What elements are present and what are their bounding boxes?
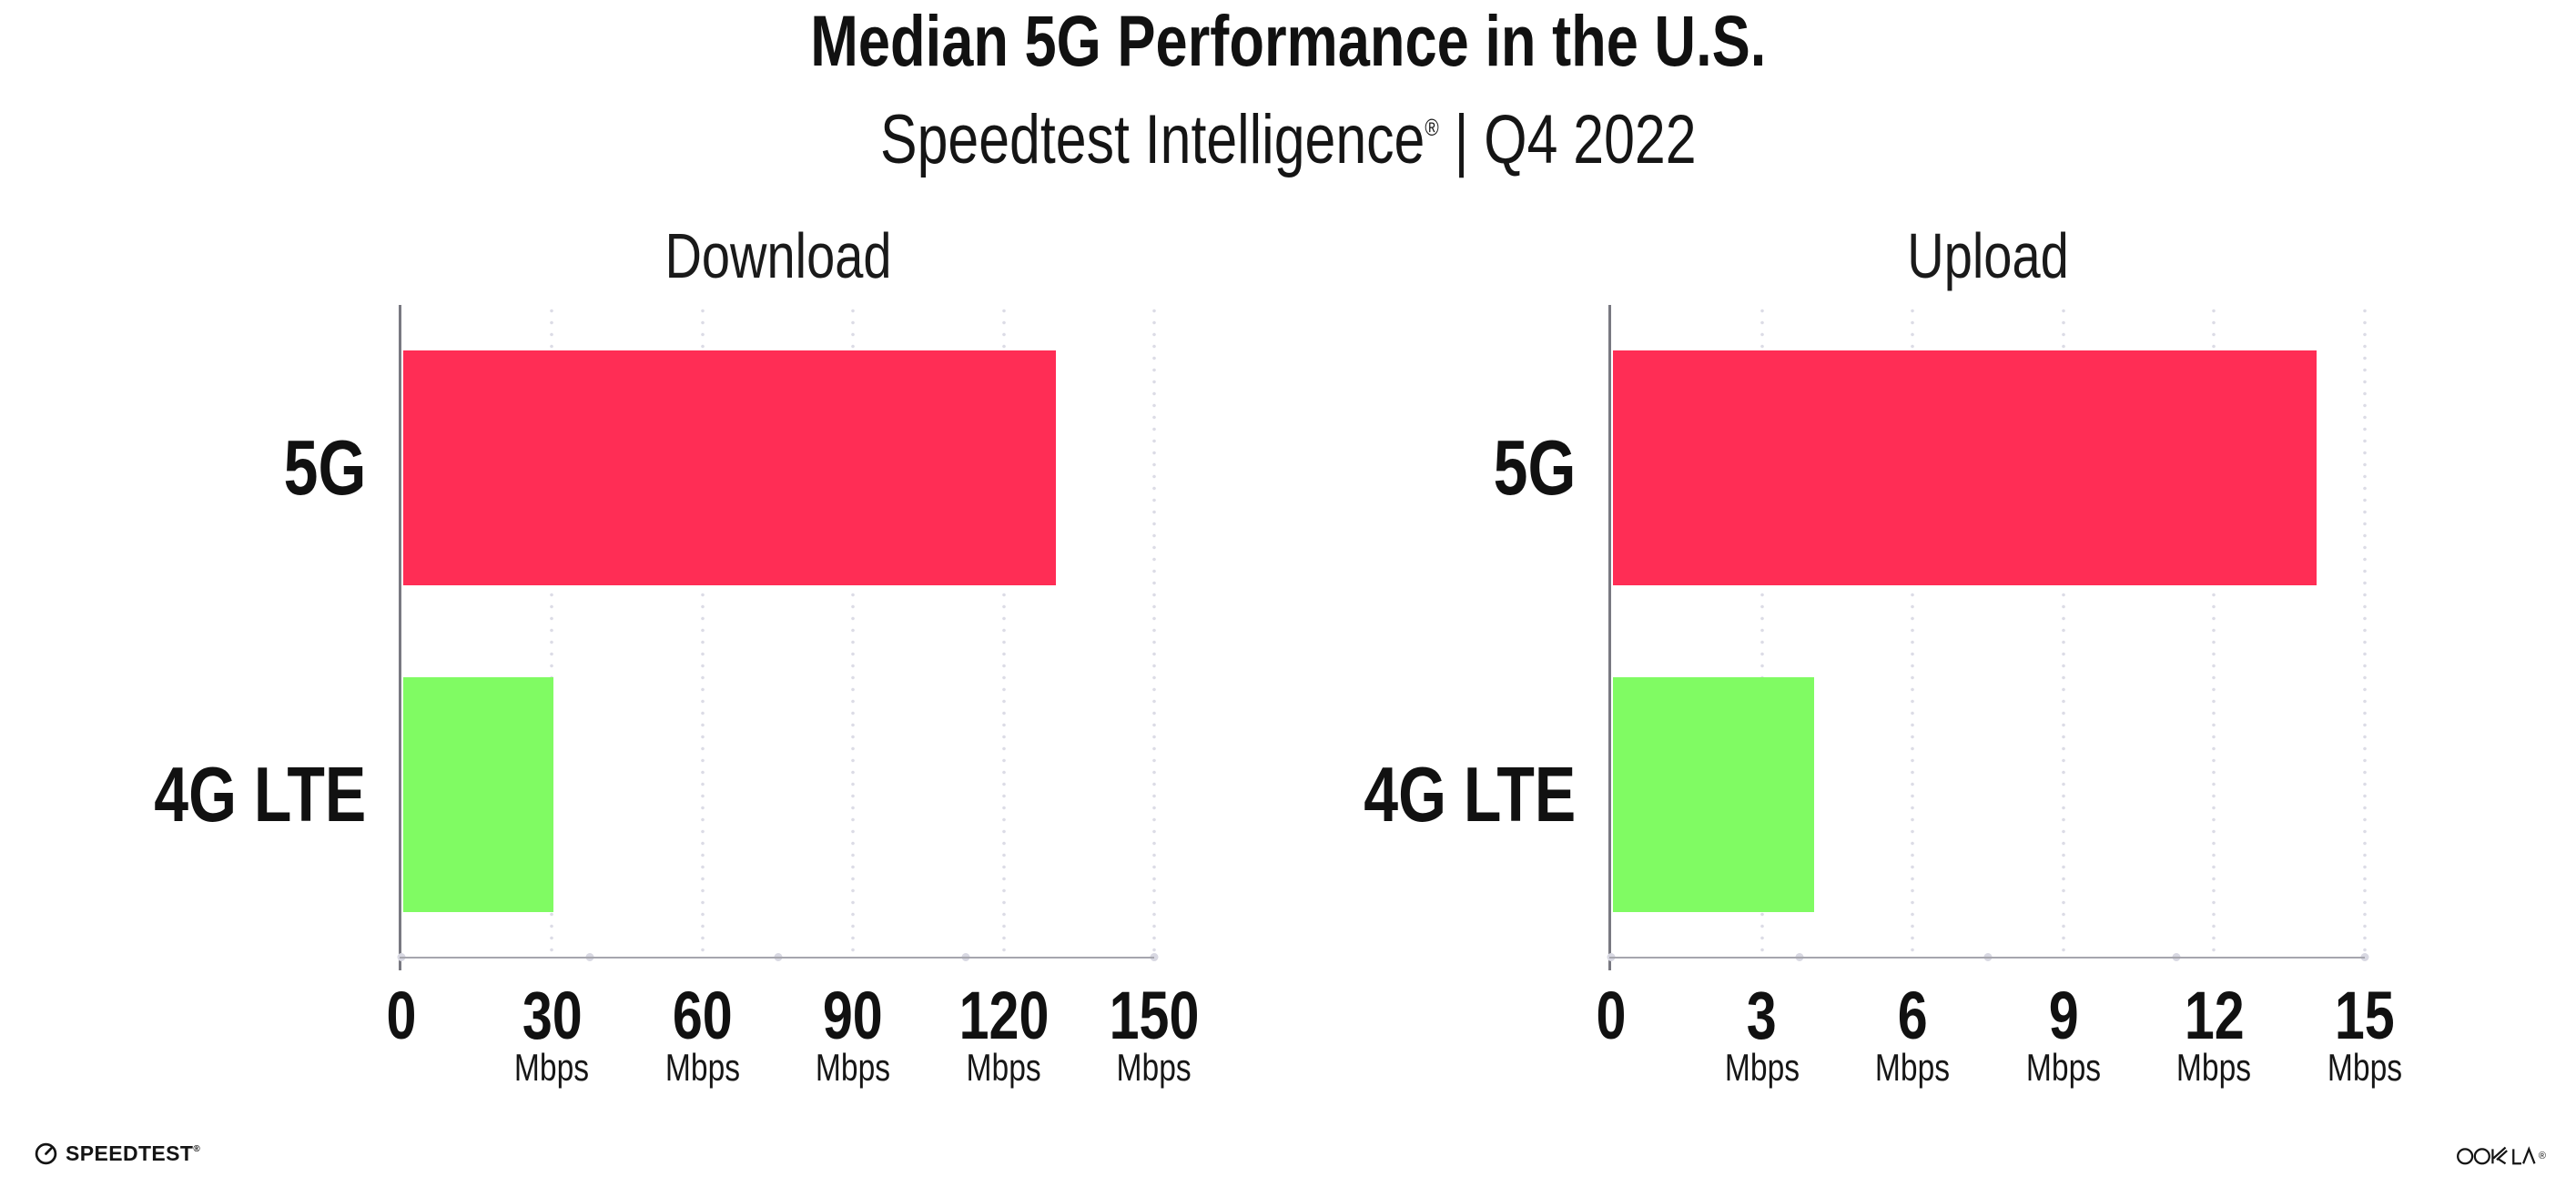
axis-quarter-dot <box>2172 953 2181 961</box>
registered-mark: ® <box>1425 114 1439 141</box>
x-tick-15: 15 Mbps <box>2318 978 2412 1089</box>
x-tick-9: 9 Mbps <box>2016 978 2110 1089</box>
ookla-registered-mark: ® <box>2538 1150 2546 1161</box>
axis-quarter-dot <box>397 953 406 961</box>
gridline-6 <box>1911 305 1915 958</box>
upload-chart-title: Upload <box>1907 220 2069 291</box>
page-title: Median 5G Performance in the U.S. <box>0 2 2576 80</box>
gridline-3 <box>1760 305 1764 958</box>
category-label-5g: 5G <box>283 424 366 512</box>
x-tick-value: 0 <box>1596 978 1627 1053</box>
x-tick-unit: Mbps <box>966 1046 1041 1089</box>
x-tick-value: 9 <box>2048 978 2079 1053</box>
subtitle-period: | Q4 2022 <box>1438 101 1697 178</box>
x-tick-60: 60 Mbps <box>655 978 749 1089</box>
speedtest-gauge-icon <box>35 1142 57 1165</box>
category-label-4g-lte: 4G LTE <box>1364 751 1576 838</box>
download-chart-title: Download <box>664 220 892 291</box>
bar-4g-lte <box>1613 677 1814 912</box>
download-chart-plot: Download 0 30 Mbps 60 Mbps 90 Mbps 120 Mbps 150 Mb… <box>154 221 1199 1087</box>
bar-5g <box>403 350 1056 585</box>
axis-quarter-dot <box>2360 953 2369 961</box>
x-tick-12: 12 Mbps <box>2167 978 2261 1089</box>
x-tick-value: 30 <box>522 978 583 1053</box>
page-subtitle: Speedtest Intelligence® | Q4 2022 <box>0 89 2576 178</box>
speedtest-wordmark: SPEEDTEST® <box>66 1141 201 1165</box>
x-tick-unit: Mbps <box>816 1046 891 1089</box>
speedtest-registered-mark: ® <box>193 1144 201 1154</box>
x-tick-6: 6 Mbps <box>1866 978 1960 1089</box>
bar-5g <box>1613 350 2317 585</box>
axis-quarter-dot <box>774 953 782 961</box>
page-title-text: Median 5G Performance in the U.S. <box>809 0 1767 81</box>
x-tick-120: 120 Mbps <box>948 978 1060 1089</box>
gridline-30 <box>550 305 554 958</box>
axis-quarter-dot <box>961 953 970 961</box>
x-tick-30: 30 Mbps <box>505 978 599 1089</box>
ookla-wordmark <box>2456 1143 2537 1168</box>
gridline-9 <box>2061 305 2065 958</box>
x-tick-unit: Mbps <box>2025 1046 2101 1089</box>
ookla-logo: OOKLA ® <box>2456 1143 2546 1168</box>
x-tick-unit: Mbps <box>2176 1046 2252 1089</box>
x-tick-0: 0 <box>1592 978 1629 1053</box>
x-tick-90: 90 Mbps <box>806 978 900 1089</box>
gridline-90 <box>851 305 856 958</box>
upload-chart-plot: Upload 0 3 Mbps 6 Mbps 9 Mbps 12 Mbps 15 Mbps 5G 4G … <box>1364 221 2402 1087</box>
axis-quarter-dot <box>1150 953 1159 961</box>
x-tick-value: 15 <box>2335 978 2395 1053</box>
axis-quarter-dot <box>1795 953 1804 961</box>
x-tick-3: 3 Mbps <box>1715 978 1809 1089</box>
speedtest-logo: SPEEDTEST® <box>35 1141 200 1166</box>
x-tick-unit: Mbps <box>1116 1046 1192 1089</box>
gridline-15 <box>2363 305 2367 958</box>
x-tick-value: 12 <box>2184 978 2245 1053</box>
x-tick-150: 150 Mbps <box>1098 978 1210 1089</box>
gridline-60 <box>700 305 705 958</box>
gridline-120 <box>1001 305 1006 958</box>
gridline-12 <box>2212 305 2216 958</box>
gridline-150 <box>1152 305 1156 958</box>
x-tick-value: 120 <box>958 978 1049 1053</box>
category-label-5g: 5G <box>1493 424 1576 512</box>
x-tick-unit: Mbps <box>1724 1046 1800 1089</box>
x-tick-value: 90 <box>823 978 884 1053</box>
x-tick-value: 6 <box>1897 978 1928 1053</box>
x-tick-unit: Mbps <box>514 1046 590 1089</box>
x-tick-unit: Mbps <box>664 1046 740 1089</box>
axis-quarter-dot <box>585 953 594 961</box>
category-label-4g-lte: 4G LTE <box>154 751 366 838</box>
x-tick-value: 60 <box>672 978 733 1053</box>
x-tick-value: 150 <box>1109 978 1200 1053</box>
subtitle-brand: Speedtest Intelligence <box>879 101 1425 178</box>
x-tick-unit: Mbps <box>2327 1046 2403 1089</box>
axis-quarter-dot <box>1983 953 1993 961</box>
bar-4g-lte <box>403 677 554 912</box>
axis-quarter-dot <box>1607 953 1616 961</box>
x-tick-value: 0 <box>386 978 417 1053</box>
x-tick-unit: Mbps <box>1875 1046 1951 1089</box>
x-tick-value: 3 <box>1747 978 1778 1053</box>
x-tick-0: 0 <box>382 978 420 1053</box>
